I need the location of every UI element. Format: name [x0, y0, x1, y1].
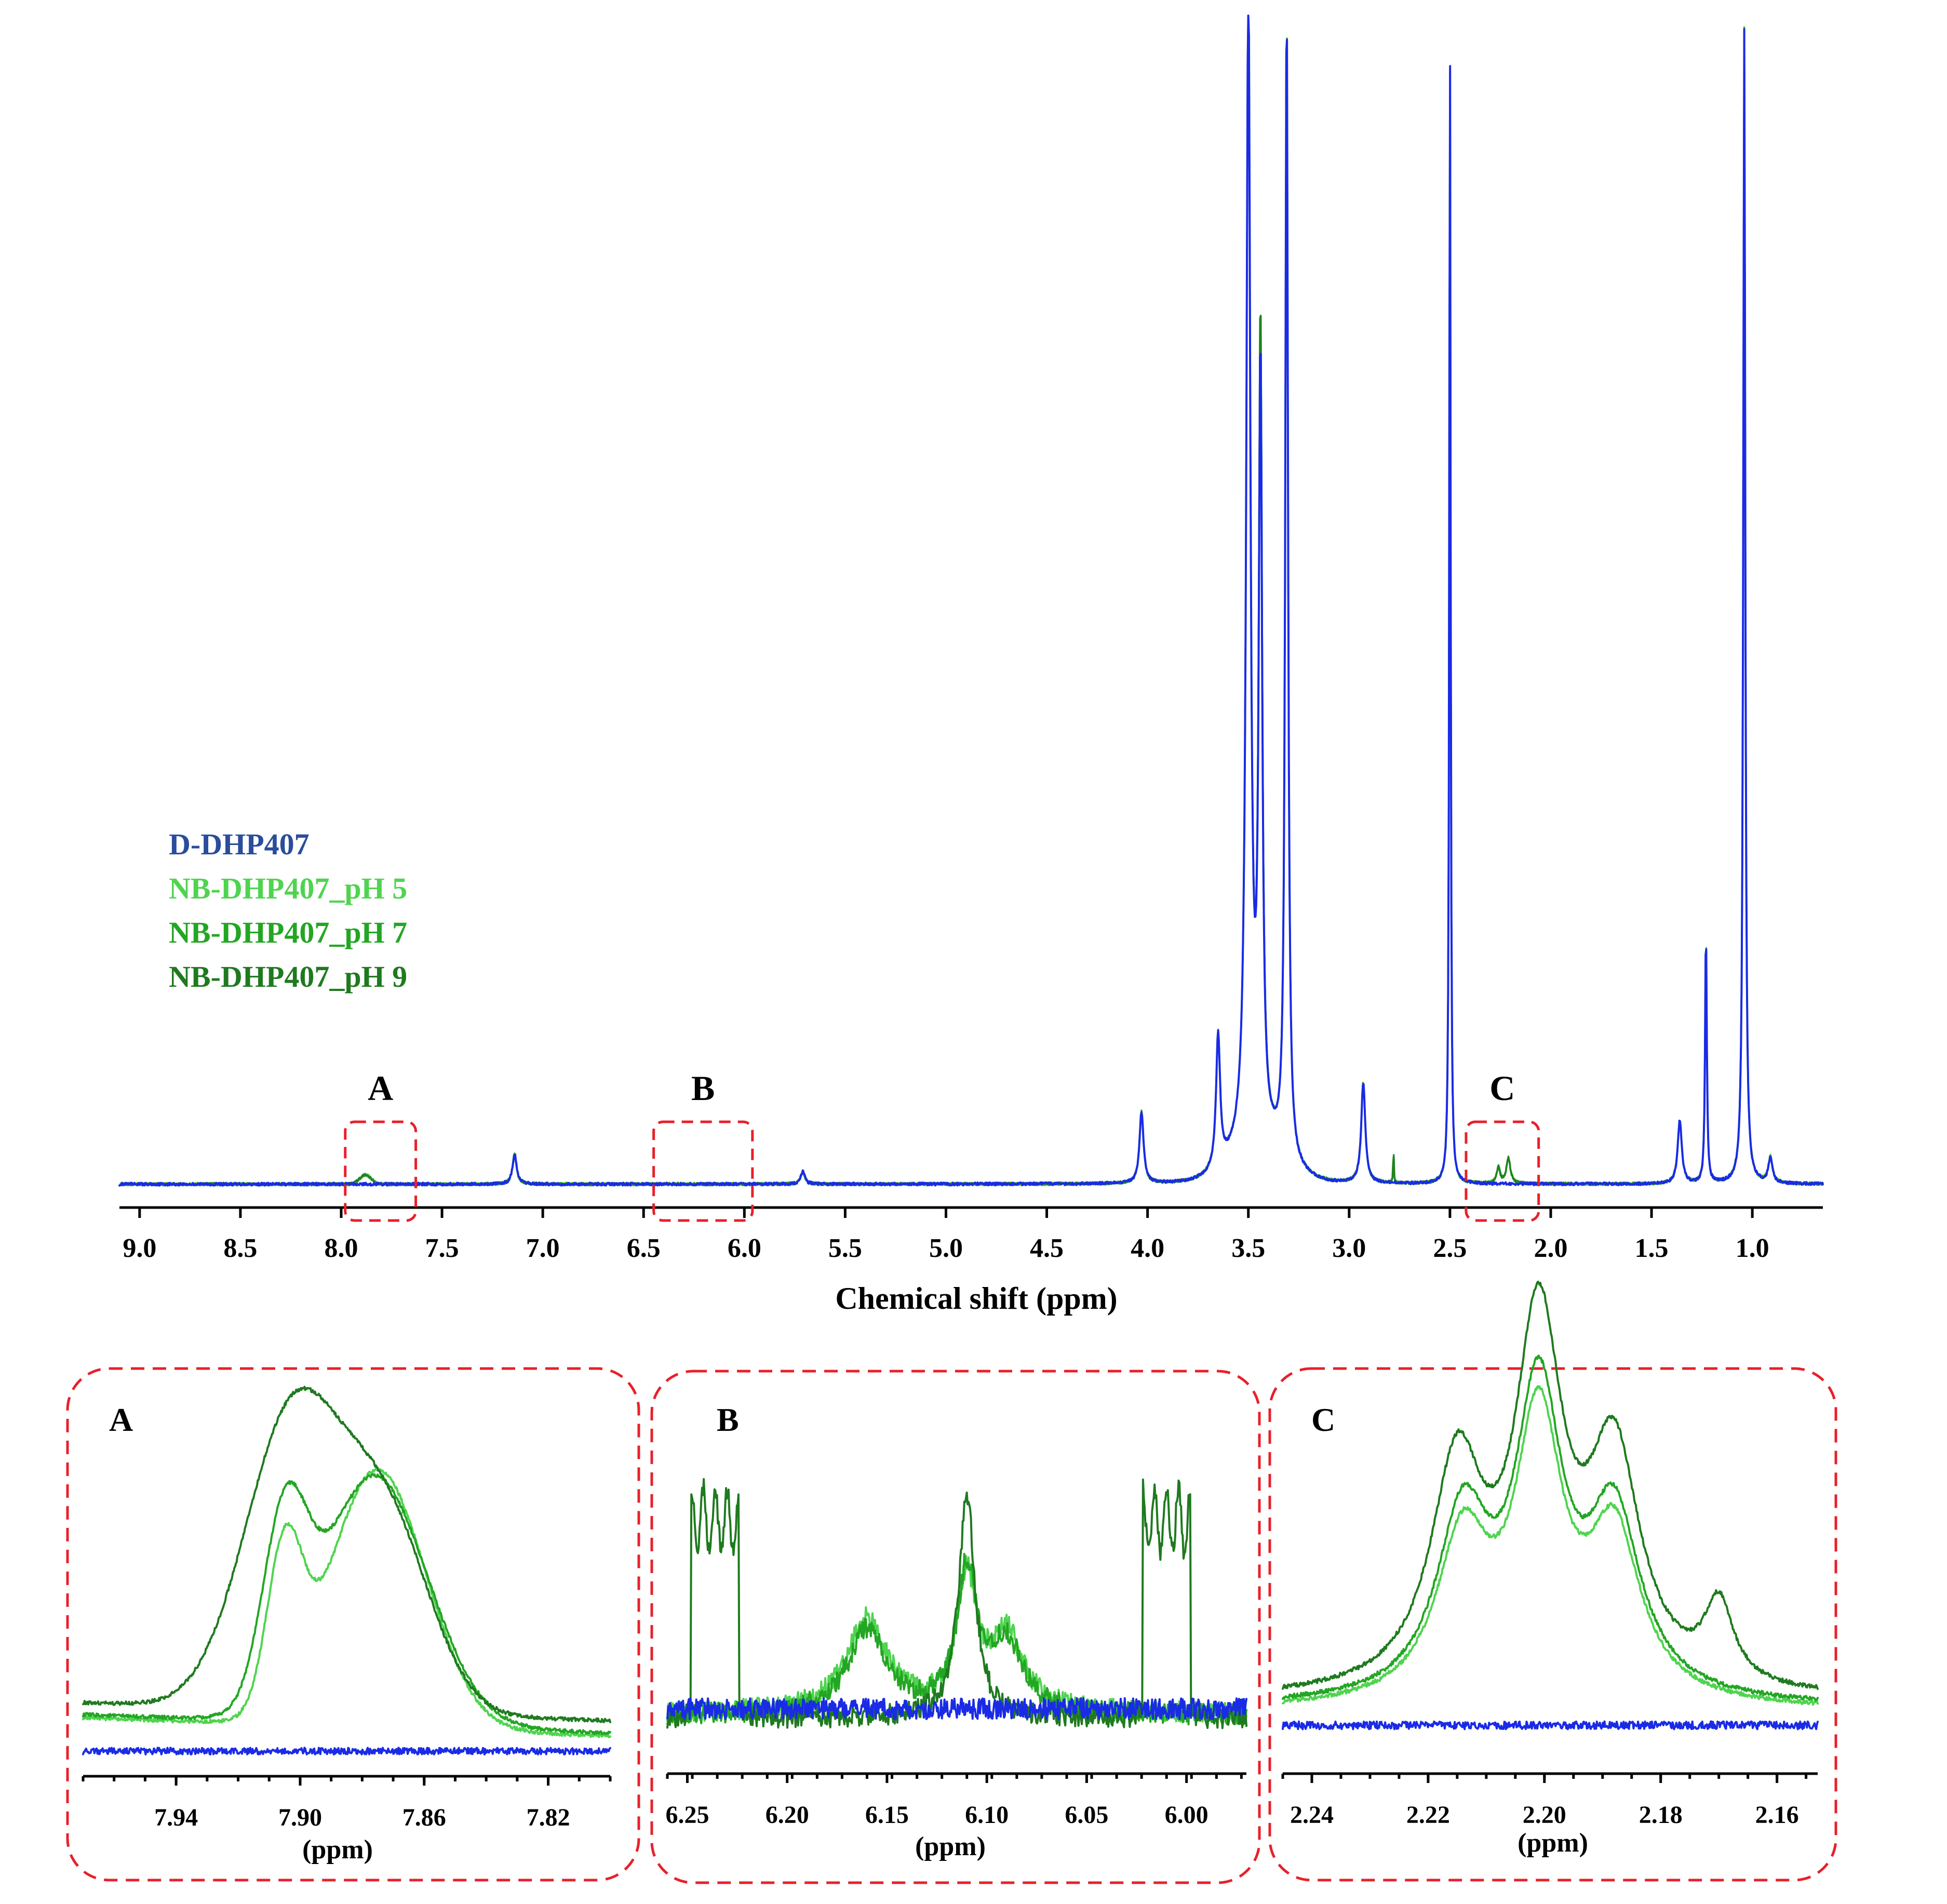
inset-c-trace-3: [1282, 1280, 1819, 1690]
inset-c-trace-0: [1282, 1720, 1819, 1731]
inset-c-frame: [1268, 1367, 1837, 1882]
inset-b-title: B: [717, 1401, 739, 1438]
main-tick-label-7: 5.5: [828, 1233, 862, 1263]
inset-a-trace-3: [82, 1386, 611, 1723]
legend-entry-ph7: NB-DHP407_pH 7: [169, 916, 407, 949]
inset-b-trace-1: [666, 1554, 1247, 1723]
legend-entry-ph5: NB-DHP407_pH 5: [169, 871, 407, 905]
main-traces: [118, 15, 1824, 1187]
inset-a-frame: [66, 1367, 640, 1882]
main-trace-1: [118, 15, 1824, 1187]
inset-b-traces: [666, 1478, 1247, 1729]
inset-a-trace-1: [82, 1467, 611, 1738]
main-ticks: 9.0 8.5 8.0 7.5 7.0 6.5 6.0 5.5 5.0 4.5 4.0 3.5 3.0 2…: [123, 1208, 1769, 1263]
inset-a-tick-label-1: 7.90: [278, 1804, 322, 1831]
region-label-a: A: [368, 1068, 393, 1108]
inset-b-tick-label-2: 6.15: [865, 1801, 909, 1829]
inset-b-axis-title: (ppm): [915, 1832, 986, 1861]
legend-entry-d-dhp407: D-DHP407: [169, 827, 310, 861]
legend: D-DHP407 NB-DHP407_pH 5 NB-DHP407_pH 7 N…: [169, 827, 407, 994]
region-box-c: [1465, 1120, 1540, 1222]
region-box-a: [344, 1120, 418, 1222]
main-tick-label-4: 7.0: [526, 1233, 560, 1263]
main-tick-label-16: 1.0: [1736, 1233, 1769, 1263]
inset-a-trace-0: [82, 1747, 611, 1755]
inset-b-tick-label-4: 6.05: [1065, 1801, 1108, 1829]
main-tick-label-11: 3.5: [1231, 1233, 1265, 1263]
main-trace-0: [118, 15, 1824, 1187]
inset-c: C 2.24 2.22 2.20 2.18 2.16 (ppm): [1268, 1280, 1837, 1882]
main-trace-2: [118, 15, 1824, 1187]
main-tick-label-13: 2.5: [1433, 1233, 1467, 1263]
inset-b: B 6.25 6.20 6.15 6.10 6.05 6.00 (ppm): [650, 1370, 1261, 1884]
inset-c-ticks: 2.24 2.22 2.20 2.18 2.16: [1281, 1774, 1808, 1829]
main-tick-label-8: 5.0: [929, 1233, 963, 1263]
main-spectrum: 9.0 8.5 8.0 7.5 7.0 6.5 6.0 5.5 5.0 4.5 4.0 3.5 3.0 2…: [118, 15, 1824, 1316]
inset-c-title: C: [1311, 1401, 1335, 1438]
inset-c-trace-2: [1282, 1355, 1819, 1702]
main-tick-label-1: 8.5: [223, 1233, 257, 1263]
main-tick-label-5: 6.5: [627, 1233, 661, 1263]
inset-a-tick-label-2: 7.86: [402, 1804, 446, 1831]
main-tick-label-3: 7.5: [425, 1233, 459, 1263]
inset-c-tick-label-1: 2.22: [1406, 1801, 1450, 1829]
inset-c-tick-label-2: 2.20: [1523, 1801, 1566, 1829]
inset-a-trace-2: [82, 1473, 611, 1736]
main-tick-label-10: 4.0: [1131, 1233, 1164, 1263]
region-box-b: [652, 1120, 754, 1222]
inset-c-tick-label-3: 2.18: [1639, 1801, 1683, 1829]
inset-a-ticks: 7.94 7.90 7.86 7.82: [82, 1776, 612, 1831]
main-tick-label-9: 4.5: [1030, 1233, 1064, 1263]
region-boxes: A B C: [344, 1068, 1540, 1222]
main-trace-3: [118, 15, 1824, 1187]
inset-c-tick-label-0: 2.24: [1290, 1801, 1334, 1829]
inset-b-frame: [650, 1370, 1261, 1884]
region-label-b: B: [691, 1068, 715, 1108]
main-tick-label-12: 3.0: [1332, 1233, 1366, 1263]
inset-b-trace-3: [666, 1478, 1247, 1729]
main-tick-label-0: 9.0: [123, 1233, 156, 1263]
main-tick-label-14: 2.0: [1534, 1233, 1567, 1263]
inset-c-traces: [1282, 1280, 1819, 1731]
region-label-c: C: [1489, 1068, 1515, 1108]
legend-entry-ph9: NB-DHP407_pH 9: [169, 960, 407, 994]
inset-a-axis-title: (ppm): [302, 1835, 373, 1865]
inset-a-traces: [82, 1386, 611, 1755]
inset-c-axis-title: (ppm): [1518, 1828, 1588, 1858]
inset-b-ticks: 6.25 6.20 6.15 6.10 6.05 6.00: [665, 1774, 1243, 1829]
inset-b-trace-0: [666, 1697, 1247, 1721]
main-tick-label-15: 1.5: [1635, 1233, 1669, 1263]
inset-a-tick-label-0: 7.94: [154, 1804, 198, 1831]
inset-c-tick-label-4: 2.16: [1755, 1801, 1799, 1829]
main-x-axis-title: Chemical shift (ppm): [835, 1281, 1117, 1316]
main-tick-label-2: 8.0: [324, 1233, 358, 1263]
inset-c-trace-1: [1282, 1385, 1819, 1706]
inset-a-title: A: [109, 1401, 133, 1438]
inset-b-tick-label-3: 6.10: [965, 1801, 1009, 1829]
inset-a: A 7.94 7.90 7.86 7.82 (ppm): [66, 1367, 640, 1882]
inset-b-tick-label-5: 6.00: [1165, 1801, 1209, 1829]
main-tick-label-6: 6.0: [728, 1233, 761, 1263]
inset-b-tick-label-1: 6.20: [766, 1801, 809, 1829]
inset-b-tick-label-0: 6.25: [665, 1801, 709, 1829]
inset-a-tick-label-3: 7.82: [527, 1804, 570, 1831]
